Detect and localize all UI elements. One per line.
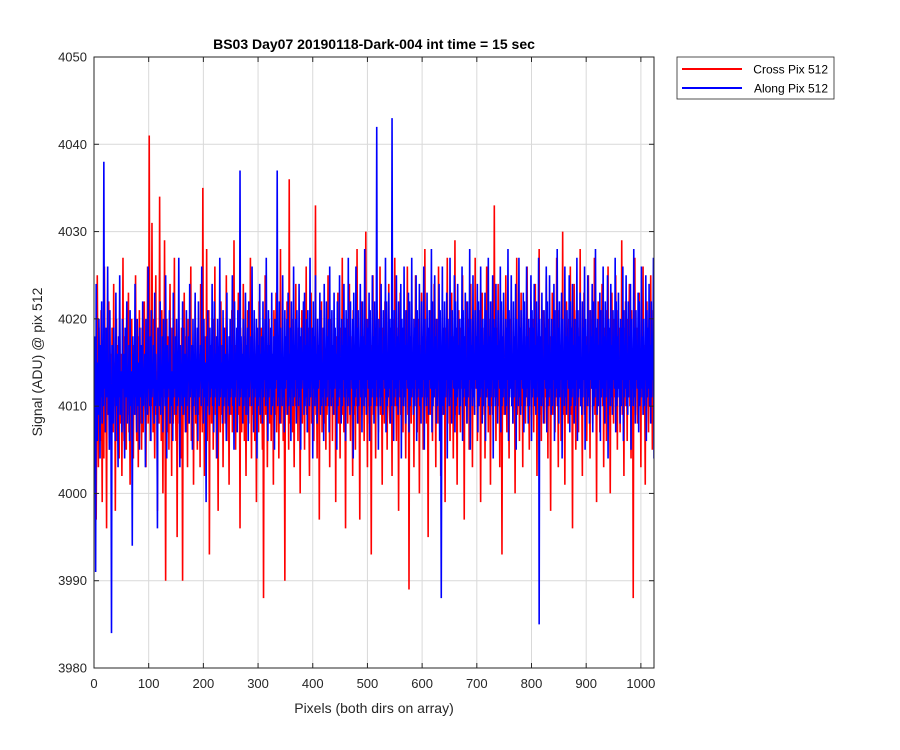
x-tick-label: 900 bbox=[575, 676, 597, 691]
x-tick-label: 400 bbox=[302, 676, 324, 691]
x-tick-label: 200 bbox=[193, 676, 215, 691]
series-line-0 bbox=[94, 135, 654, 599]
y-tick-label: 4000 bbox=[58, 486, 87, 501]
series-layer bbox=[94, 118, 654, 634]
plot-frame bbox=[93, 56, 655, 669]
y-tick-label: 3990 bbox=[58, 573, 87, 588]
y-tick-label: 4050 bbox=[58, 50, 87, 65]
y-tick-label: 4040 bbox=[58, 137, 87, 152]
tick-layer bbox=[93, 56, 654, 669]
x-tick-label: 1000 bbox=[626, 676, 655, 691]
x-tick-label: 500 bbox=[357, 676, 379, 691]
y-tick-label: 4030 bbox=[58, 224, 87, 239]
y-tick-label: 3980 bbox=[58, 661, 87, 676]
x-tick-label: 0 bbox=[90, 676, 97, 691]
x-tick-label: 300 bbox=[247, 676, 269, 691]
legend-label-cross-pix: Cross Pix 512 bbox=[753, 63, 828, 77]
y-tick-label: 4020 bbox=[58, 311, 87, 326]
y-axis-label: Signal (ADU) @ pix 512 bbox=[29, 287, 45, 436]
chart-title: BS03 Day07 20190118-Dark-004 int time = … bbox=[213, 36, 535, 52]
x-tick-label: 700 bbox=[466, 676, 488, 691]
tick-label-layer: 0 100 200 300 400 500 600 700 800 900 1000 3980 3990… bbox=[58, 50, 655, 692]
y-tick-label: 4010 bbox=[58, 399, 87, 414]
series-line-1 bbox=[94, 118, 654, 634]
legend: Cross Pix 512 Along Pix 512 bbox=[676, 56, 835, 100]
x-tick-label: 600 bbox=[411, 676, 433, 691]
legend-box bbox=[676, 56, 835, 100]
x-tick-label: 100 bbox=[138, 676, 160, 691]
legend-label-along-pix: Along Pix 512 bbox=[754, 82, 828, 96]
x-tick-label: 800 bbox=[521, 676, 543, 691]
x-axis-label: Pixels (both dirs on array) bbox=[294, 700, 454, 716]
